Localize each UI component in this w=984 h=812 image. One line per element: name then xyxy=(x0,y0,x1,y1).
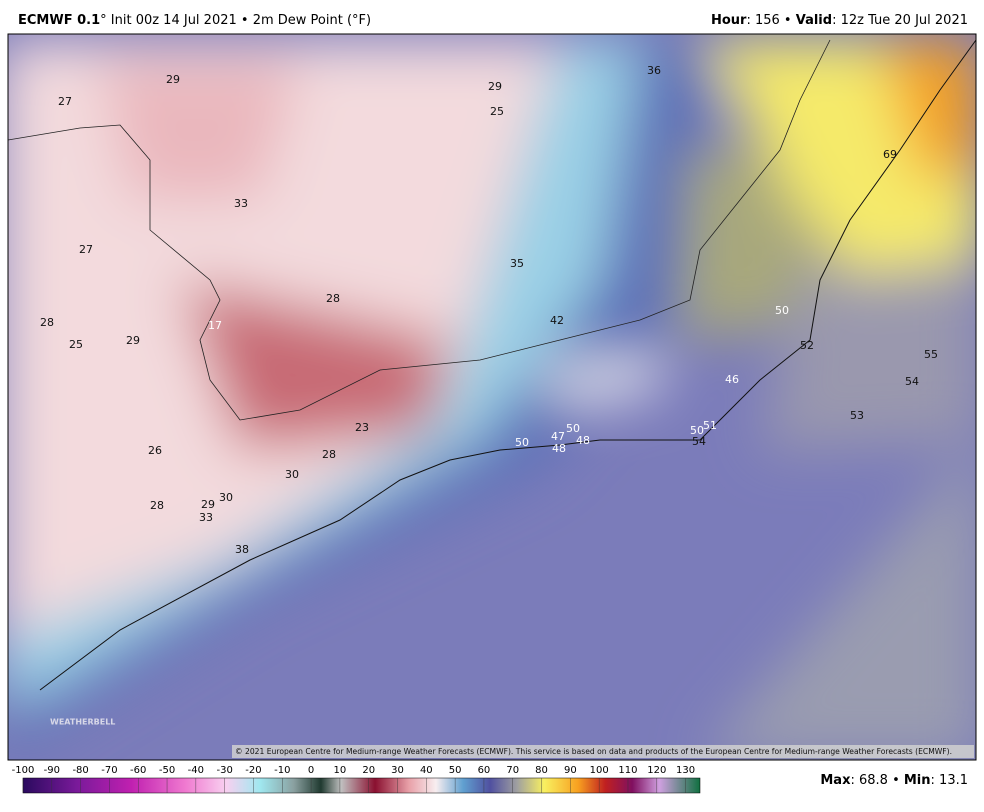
colorbar-tick-label: 90 xyxy=(564,765,577,776)
dewpoint-shading xyxy=(8,40,976,760)
colorbar-tick-label: -40 xyxy=(188,765,204,776)
logo: WEATHERBELL xyxy=(50,718,115,727)
map-value-label: 48 xyxy=(576,434,590,447)
footer-stats: Max: 68.8 • Min: 13.1 xyxy=(820,773,968,788)
map-value-label: 17 xyxy=(208,319,222,332)
colorbar-tick-label: 0 xyxy=(308,765,314,776)
map-value-label: 48 xyxy=(552,442,566,455)
colorbar-tick-label: 30 xyxy=(391,765,404,776)
model: ECMWF 0.1 xyxy=(18,13,100,28)
header-bar xyxy=(0,0,984,34)
map-value-label: 42 xyxy=(550,314,564,327)
colorbar-tick-label: -80 xyxy=(72,765,88,776)
map-value-label: 28 xyxy=(326,292,340,305)
map-value-label: 29 xyxy=(126,334,140,347)
max: : 68.8 • xyxy=(850,773,903,788)
coastline xyxy=(39,39,976,691)
map-frame xyxy=(7,33,977,761)
map-value-label: 69 xyxy=(883,148,897,161)
colorbar-tick-label: 130 xyxy=(676,765,695,776)
colorbar-tick-label: -90 xyxy=(44,765,60,776)
min-label: Min xyxy=(904,773,931,788)
map-value-label: 25 xyxy=(69,338,83,351)
colorbar-tick-label: 120 xyxy=(647,765,666,776)
colorbar-tick-label: 100 xyxy=(590,765,609,776)
map-value-label: 50 xyxy=(566,422,580,435)
map-value-label: 30 xyxy=(219,491,233,504)
valid-label: Valid xyxy=(796,13,832,28)
colorbar-tick-label: -60 xyxy=(130,765,146,776)
header-left: ECMWF 0.1° Init 00z 14 Jul 2021 • 2m Dew… xyxy=(18,13,371,28)
colorbar-tick-label: -50 xyxy=(159,765,175,776)
colorbar xyxy=(22,777,701,794)
colorbar-tick-label: 20 xyxy=(362,765,375,776)
map-value-label: 50 xyxy=(515,436,529,449)
map-value-label: 47 xyxy=(551,430,565,443)
map-value-label: 29 xyxy=(201,498,215,511)
colorbar-tick-label: -10 xyxy=(274,765,290,776)
colorbar-tick-label: 10 xyxy=(334,765,347,776)
map-value-label: 25 xyxy=(490,105,504,118)
map-value-label: 26 xyxy=(148,444,162,457)
copyright: © 2021 European Centre for Medium-range … xyxy=(235,747,952,756)
colorbar-tick-label: 60 xyxy=(478,765,491,776)
hour: : 156 • xyxy=(746,13,795,28)
map-value-label: 53 xyxy=(850,409,864,422)
map-field xyxy=(8,34,976,760)
hour-label: Hour xyxy=(711,13,747,28)
colorbar-tick-label: 40 xyxy=(420,765,433,776)
map-value-label: 35 xyxy=(510,257,524,270)
map-value-label: 30 xyxy=(285,468,299,481)
colorbar-tick-label: -30 xyxy=(216,765,232,776)
colorbar-tick-label: 70 xyxy=(506,765,519,776)
map-value-label: 38 xyxy=(235,543,249,556)
map-value-label: 23 xyxy=(355,421,369,434)
colorbar-tick-label: 50 xyxy=(449,765,462,776)
map-value-label: 54 xyxy=(905,375,919,388)
colorbar-tick-label: -100 xyxy=(12,765,35,776)
map-value-label: 51 xyxy=(703,419,717,432)
map-value-label: 27 xyxy=(79,243,93,256)
copyright-box xyxy=(232,745,974,758)
colorbar-tick-label: 110 xyxy=(618,765,637,776)
map-value-label: 52 xyxy=(800,339,814,352)
map-value-label: 33 xyxy=(234,197,248,210)
map-value-label: 46 xyxy=(725,373,739,386)
map-value-label: 29 xyxy=(166,73,180,86)
min: : 13.1 xyxy=(931,773,968,788)
valid: : 12z Tue 20 Jul 2021 xyxy=(832,13,968,28)
map-value-label: 28 xyxy=(40,316,54,329)
map-value-label: 28 xyxy=(322,448,336,461)
colorbar-tick-label: -70 xyxy=(101,765,117,776)
map-value-label: 33 xyxy=(199,511,213,524)
border xyxy=(8,39,831,421)
map-value-label: 29 xyxy=(488,80,502,93)
map-value-label: 36 xyxy=(647,64,661,77)
map-value-label: 27 xyxy=(58,95,72,108)
map-value-label: 50 xyxy=(690,424,704,437)
colorbar-tick-label: -20 xyxy=(245,765,261,776)
colorbar-tick-label: 80 xyxy=(535,765,548,776)
map-value-label: 50 xyxy=(775,304,789,317)
header-right: Hour: 156 • Valid: 12z Tue 20 Jul 2021 xyxy=(711,13,968,28)
map-value-label: 55 xyxy=(924,348,938,361)
init: ° Init 00z 14 Jul 2021 • 2m Dew Point (°… xyxy=(100,13,371,28)
map-value-label: 54 xyxy=(692,435,706,448)
max-label: Max xyxy=(820,773,851,788)
map-value-label: 28 xyxy=(150,499,164,512)
